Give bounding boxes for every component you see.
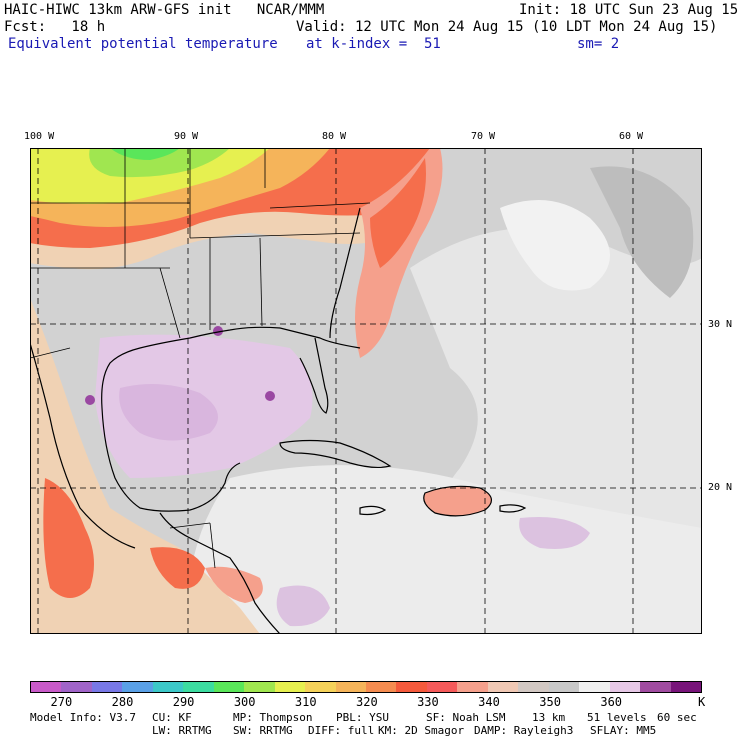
vertical-levels: 51 levels xyxy=(587,711,647,724)
sw-scheme: SW: RRTMG xyxy=(233,724,293,737)
latlon-grid xyxy=(30,148,702,634)
color-swatch xyxy=(122,682,153,692)
colorbar-tick-label: 350 xyxy=(539,695,561,709)
central-america-coast xyxy=(159,512,281,634)
atlantic-swirl xyxy=(500,200,610,291)
guatemala-red xyxy=(150,547,205,589)
lon-label-70w: 70 W xyxy=(471,131,496,142)
colorbar-tick-label: 270 xyxy=(50,695,73,709)
colorbar-tick-label: 360 xyxy=(600,695,623,709)
gulf-lavender-core xyxy=(119,384,218,441)
pbl-scheme: PBL: YSU xyxy=(336,711,389,724)
jamaica-coast xyxy=(359,505,387,516)
grid-resolution: 13 km xyxy=(532,711,566,724)
km-scheme: KM: 2D Smagor xyxy=(378,724,465,737)
gulf-purple-spot xyxy=(85,395,95,405)
colorbar-tick-label: 320 xyxy=(356,695,378,709)
diff-scheme: DIFF: full xyxy=(308,724,375,737)
color-swatch xyxy=(670,682,701,692)
color-swatch xyxy=(518,682,549,692)
colorbar-tick-label: 300 xyxy=(233,695,256,709)
color-swatch xyxy=(61,682,92,692)
caribbean-lavender-blob xyxy=(519,517,590,549)
color-swatch xyxy=(274,682,306,692)
color-swatch xyxy=(487,682,519,692)
lon-label-90w: 90 W xyxy=(174,131,199,142)
carolina-plume-core xyxy=(370,158,426,268)
sflay-scheme: SFLAY: MM5 xyxy=(590,724,657,737)
green-core xyxy=(110,148,180,160)
theta-e-map xyxy=(30,148,702,634)
color-swatch xyxy=(640,682,671,692)
init-time: Init: 18 UTC Sun 23 Aug 15 xyxy=(519,2,739,18)
map-frame xyxy=(30,148,702,634)
color-swatch xyxy=(579,682,610,692)
valid-time: Valid: 12 UTC Mon 24 Aug 15 (10 LDT Mon … xyxy=(296,19,718,35)
gulf-coastline xyxy=(101,326,361,512)
time-step: 60 sec xyxy=(657,711,697,724)
coastlines xyxy=(30,207,527,634)
gulf-purple-spot-east xyxy=(265,391,275,401)
lat-label-30n: 30 N xyxy=(708,319,733,330)
color-swatch xyxy=(609,682,641,692)
smoothing-label: sm= 2 xyxy=(577,36,620,52)
color-swatch xyxy=(396,682,427,692)
mp-scheme: MP: Thompson xyxy=(233,711,313,724)
forecast-hour: Fcst: 18 h xyxy=(4,19,106,35)
mexico-red-west xyxy=(43,478,94,598)
panama-lavender-blob xyxy=(276,585,330,627)
cu-scheme: CU: KF xyxy=(152,711,192,724)
color-swatch xyxy=(365,682,397,692)
mexico-pacific-coast xyxy=(30,342,136,549)
florida-coast xyxy=(299,337,329,414)
level-label: at k-index = 51 xyxy=(306,36,441,52)
color-swatch xyxy=(213,682,245,692)
color-swatch xyxy=(31,682,62,692)
sf-scheme: SF: Noah LSM xyxy=(426,711,506,724)
unit-label: K xyxy=(698,695,706,709)
us-east-coast xyxy=(329,207,361,339)
color-swatch xyxy=(152,682,184,692)
color-swatch xyxy=(183,682,214,692)
lon-label-100w: 100 W xyxy=(24,131,55,142)
hispaniola-field xyxy=(423,486,492,516)
cuba-coast xyxy=(279,439,392,469)
color-swatch xyxy=(305,682,336,692)
lw-scheme: LW: RRTMG xyxy=(152,724,212,737)
model-title: HAIC-HIWC 13km ARW-GFS init NCAR/MMM xyxy=(4,2,325,18)
color-swatch xyxy=(457,682,488,692)
puerto-rico-coast xyxy=(499,504,527,513)
lon-label-80w: 80 W xyxy=(322,131,347,142)
color-swatch xyxy=(244,682,275,692)
color-legend-bar xyxy=(30,681,702,693)
color-swatch xyxy=(91,682,123,692)
color-swatch xyxy=(426,682,458,692)
colorbar-tick-label: 290 xyxy=(172,695,195,709)
state-borders xyxy=(30,148,371,569)
honduras-salmon xyxy=(205,566,263,603)
colorbar-tick-label: 340 xyxy=(478,695,500,709)
color-swatch xyxy=(548,682,580,692)
colorbar-tick-label: 310 xyxy=(294,695,317,709)
colorbar-tick-label: 280 xyxy=(111,695,134,709)
louisiana-purple-spot xyxy=(213,326,223,336)
damp-scheme: DAMP: Rayleigh3 xyxy=(474,724,574,737)
model-info: Model Info: V3.7 xyxy=(30,711,136,724)
lon-label-60w: 60 W xyxy=(619,131,644,142)
colorbar-tick-label: 330 xyxy=(417,695,439,709)
atlantic-grey-band xyxy=(590,166,694,298)
color-swatch xyxy=(335,682,366,692)
lat-label-20n: 20 N xyxy=(708,482,733,493)
field-name: Equivalent potential temperature xyxy=(8,36,278,52)
